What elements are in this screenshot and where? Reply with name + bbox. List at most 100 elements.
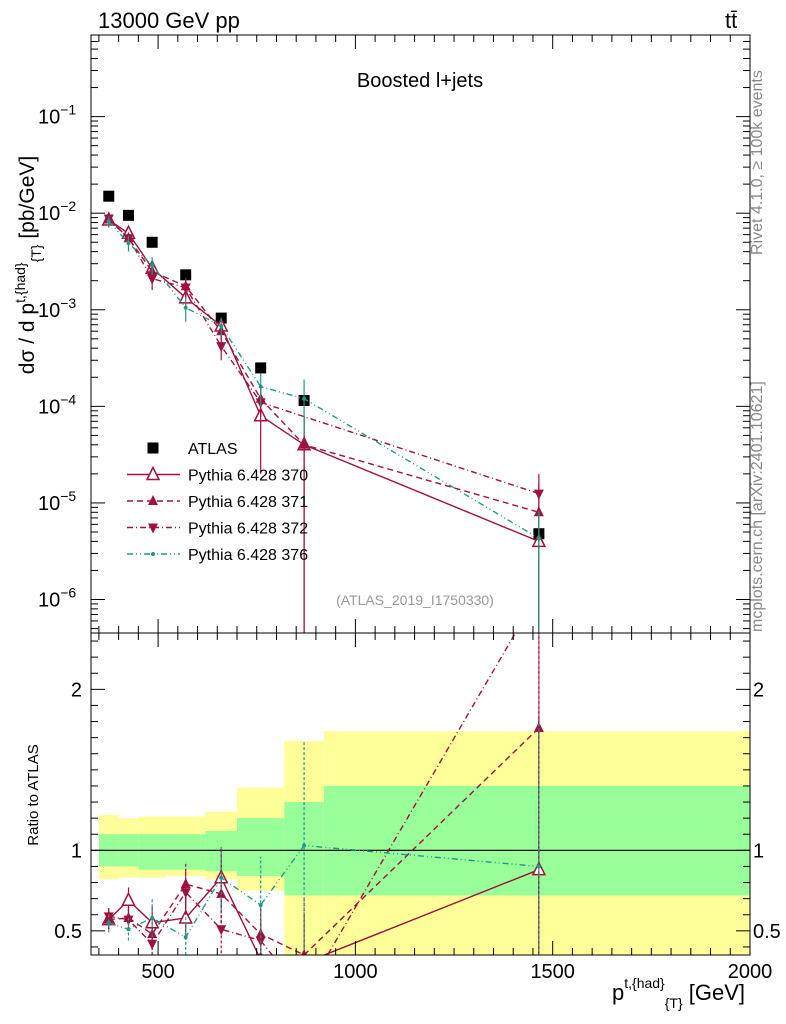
ratio-y-label: Ratio to ATLAS [25,744,42,845]
legend-item-p371: Pythia 6.428 371 [127,494,308,511]
data-point [150,263,155,268]
y-tick-label: 10−5 [38,488,76,515]
ratio-axes: 0.5 0.5 1 1 2 2 500 1000 1500 2000 [54,632,781,983]
main-plot-area [101,190,547,633]
legend-marker [145,465,161,481]
series-p372 [103,214,544,633]
x-axis-label-p: p [612,980,624,1005]
legend-marker [148,523,158,534]
y-tick-label-base: 10 [38,107,60,129]
y-tick-label-exp: −2 [60,198,76,214]
ratio-plot-area [101,633,547,1001]
data-point [183,305,188,310]
ratio-point [123,915,134,926]
legend-item-p372: Pythia 6.428 372 [127,521,308,538]
data-point [180,269,192,281]
y-tick-label-exp: −3 [60,295,76,311]
data-point [103,190,115,202]
ratio-point [303,954,305,955]
y-tick-label-base: 10 [38,493,60,515]
ratio-point [219,875,224,880]
data-point [126,241,131,246]
y-tick-label-exp: −4 [60,391,76,407]
y-tick-label: 10−2 [38,198,76,225]
ratio-point [180,888,191,899]
y-tick-label: 10−6 [38,585,76,612]
data-point [106,219,111,224]
x-axis-label-sup: t,{had} [624,975,665,991]
ratio-point [106,920,111,925]
legend-item-p376: Pythia 6.428 376 [127,547,308,564]
ratio-panel: 0.5 0.5 1 1 2 2 500 1000 1500 2000 Ratio to ATLAS… [25,632,781,1011]
energy-label: 13000 GeV pp [98,8,240,33]
series-p371 [103,213,544,633]
data-point [180,283,191,294]
series-line [108,221,540,539]
data-point [536,536,541,541]
y-tick-label: 10−1 [38,102,76,129]
band-inner-bin [323,785,750,896]
ratio-point [258,903,263,908]
data-point [255,362,267,374]
ratio-y-tick-label-right: 2 [753,679,764,701]
legend-item-p370: Pythia 6.428 370 [127,465,308,485]
x-tick-label: 2000 [728,961,773,983]
data-point [302,396,307,401]
legend-marker [151,552,155,556]
ratio-point [150,915,155,920]
ratio-y-tick-label: 1 [71,840,82,862]
ratio-point [183,935,188,940]
data-point [219,323,224,328]
ratio-point [126,927,131,932]
x-tick-label: 500 [141,961,174,983]
y-tick-label-exp: −6 [60,585,76,601]
legend-label: ATLAS [188,441,238,458]
y-tick-label-base: 10 [38,590,60,612]
main-panel: Boosted l+jets (ATLAS_2019_I1750330) 10−… [12,34,751,634]
data-point [146,236,158,248]
x-axis-label-sub: {T} [665,995,683,1011]
legend-item-atlas: ATLAS [147,441,238,458]
ratio-y-tick-label: 2 [71,679,82,701]
process-label: tt̄ [725,8,737,33]
y-tick-label: 10−4 [38,391,76,418]
data-point [299,438,310,449]
x-axis-label: pt,{had}{T} [GeV] [612,975,745,1011]
ratio-uncertainty-band [91,731,750,955]
rivet-label: Rivet 4.1.0, ≥ 100k events [749,70,766,255]
y-tick-label-exp: −1 [60,102,76,118]
legend-marker [148,495,158,505]
y-tick-label-base: 10 [38,203,60,225]
legend-label: Pythia 6.428 371 [188,494,308,511]
main-axes: 10−610−510−410−310−210−1 [38,34,751,634]
y-tick-label: 10−3 [38,295,76,322]
series-p370 [101,211,547,633]
x-tick-label: 1000 [333,961,378,983]
x-axis-label-unit: [GeV] [683,980,745,1005]
data-point [216,342,227,353]
ratio-series-p376 [106,721,541,955]
legend-label: Pythia 6.428 372 [188,521,308,538]
series-line [108,219,540,543]
ratio-point [299,991,309,1001]
ratio-point [121,891,136,907]
x-tick-label: 1500 [530,961,575,983]
ratio-point [536,864,541,869]
data-point [533,489,544,500]
ratio-point [302,843,307,848]
legend-label: Pythia 6.428 376 [188,547,308,564]
series-line [108,219,540,513]
data-point [147,274,158,285]
legend-marker [147,442,159,454]
mcplots-label: mcplots.cern.ch [arXiv:2401.10621] [749,381,766,632]
main-title: Boosted l+jets [357,70,483,92]
main-frame [90,34,751,634]
analysis-tag: (ATLAS_2019_I1750330) [336,592,494,608]
legend-label: Pythia 6.428 370 [188,468,308,485]
data-point [258,384,263,389]
band-inner-bin [138,834,166,870]
ratio-point [216,925,227,936]
y-tick-label-exp: −5 [60,488,76,504]
series-atlas [103,190,545,540]
